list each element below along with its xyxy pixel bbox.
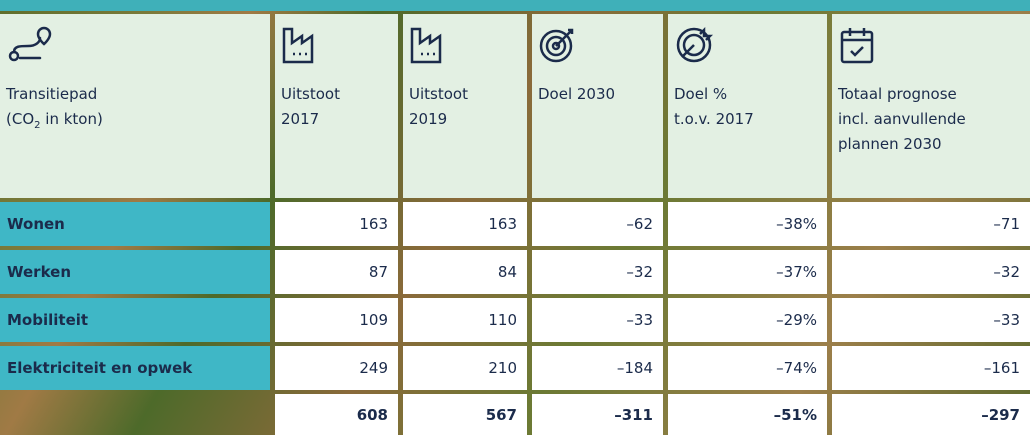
value-cell: –37% [668, 250, 827, 294]
value-cell: 163 [275, 202, 398, 246]
header-cell: Uitstoot 2017 [275, 14, 398, 198]
row-label: Wonen [0, 202, 270, 246]
header-text: Doel 2030 [538, 85, 616, 103]
value-cell: 87 [275, 250, 398, 294]
value-cell: 109 [275, 298, 398, 342]
value-cell: –297 [832, 394, 1030, 435]
value-cell: –33 [832, 298, 1030, 342]
row-label: Elektriciteit en opwek [0, 346, 270, 390]
value-cell: 608 [275, 394, 398, 435]
value-cell: –311 [532, 394, 663, 435]
value-cell: –33 [532, 298, 663, 342]
value-cell: –184 [532, 346, 663, 390]
value-cell: –62 [532, 202, 663, 246]
header-text: plannen 2030 [838, 135, 942, 153]
value-cell: 210 [403, 346, 527, 390]
header-text: incl. aanvullende [838, 110, 966, 128]
row-label: Mobiliteit [0, 298, 270, 342]
icon [539, 28, 574, 63]
value-cell: –71 [832, 202, 1030, 246]
header-cell: Doel % t.o.v. 2017 [668, 14, 827, 198]
header-text: (CO2 in kton) [6, 107, 270, 138]
header-text-part: (CO [6, 110, 35, 128]
header-text: 2017 [281, 110, 320, 128]
header-text: Uitstoot [409, 85, 468, 103]
header-text: Doel % [674, 85, 728, 103]
title-bar [0, 0, 1030, 11]
value-cell: –29% [668, 298, 827, 342]
icon [840, 28, 874, 64]
value-cell: 84 [403, 250, 527, 294]
value-cell: –51% [668, 394, 827, 435]
header-text-part: 2 [34, 120, 41, 131]
header-text: Transitiepad [6, 85, 98, 103]
row-label: Werken [0, 250, 270, 294]
header-cell: Transitiepad (CO2 in kton) [0, 14, 270, 198]
header-text: t.o.v. 2017 [674, 110, 754, 128]
icon [676, 26, 714, 63]
value-cell: –74% [668, 346, 827, 390]
icon [282, 27, 314, 64]
value-cell: –161 [832, 346, 1030, 390]
header-text: Uitstoot [281, 85, 340, 103]
icon [410, 27, 442, 64]
icon [8, 26, 52, 62]
header-cell: Uitstoot 2019 [403, 14, 527, 198]
value-cell: 567 [403, 394, 527, 435]
header-text-part: in kton) [40, 110, 103, 128]
value-cell: –38% [668, 202, 827, 246]
value-cell: 163 [403, 202, 527, 246]
header-text: 2019 [409, 110, 448, 128]
value-cell: –32 [532, 250, 663, 294]
header-text: Totaal prognose [838, 85, 957, 103]
header-cell: Doel 2030 [532, 14, 663, 198]
value-cell: 249 [275, 346, 398, 390]
value-cell: 110 [403, 298, 527, 342]
value-cell: –32 [832, 250, 1030, 294]
header-cell: Totaal prognose incl. aanvullende plannen … [832, 14, 1030, 198]
